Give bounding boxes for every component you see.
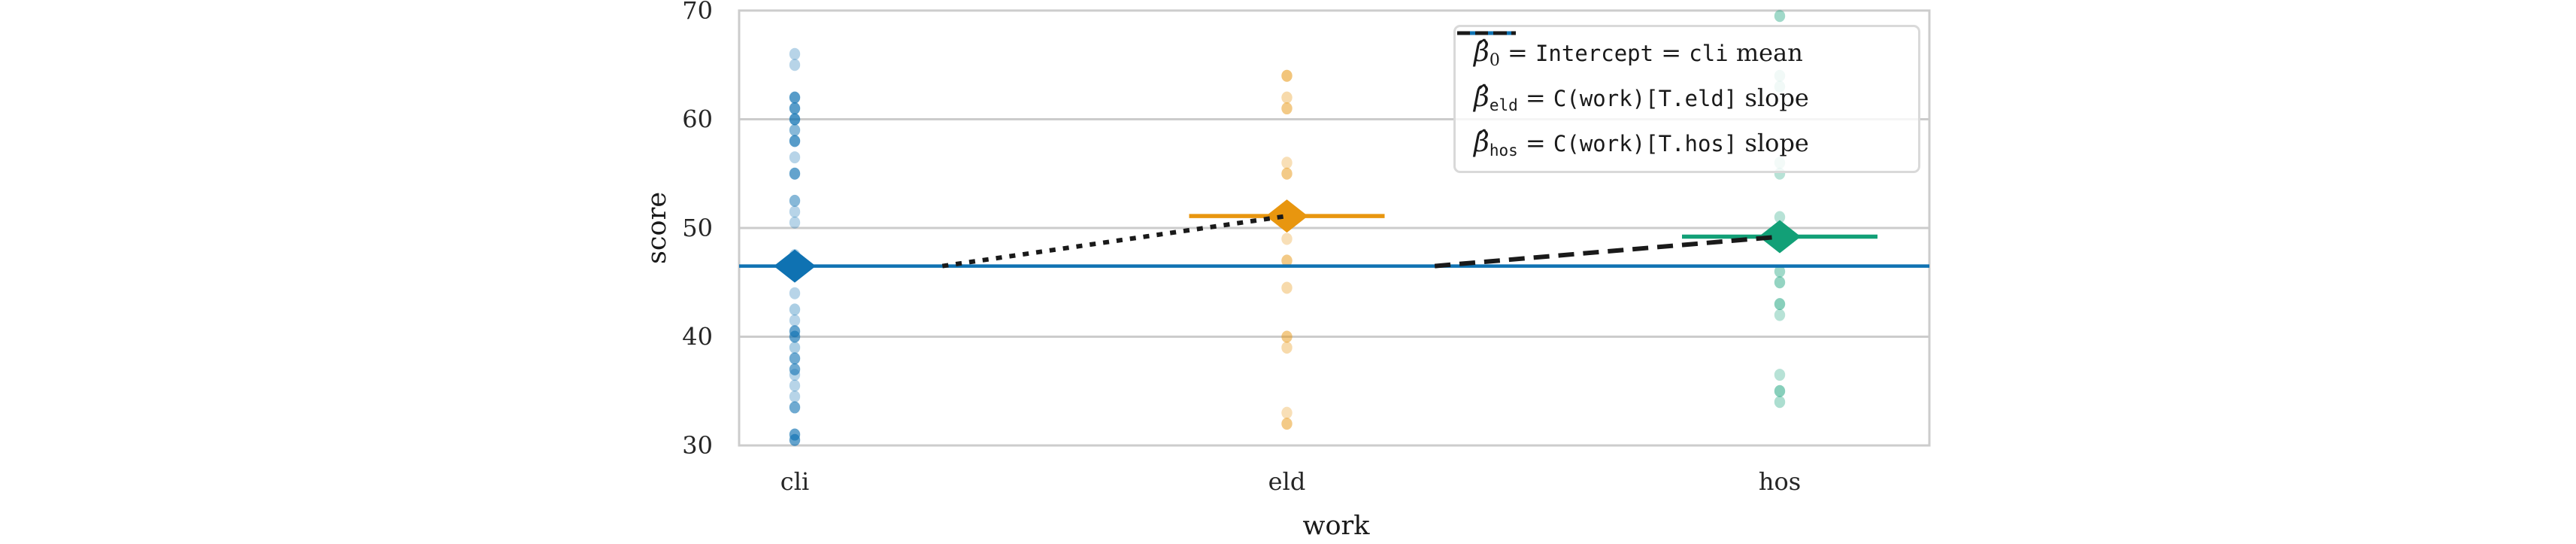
- strip-point-eld: [1281, 69, 1293, 82]
- x-tick-label: hos: [1759, 467, 1801, 496]
- strip-point-cli: [789, 47, 801, 60]
- strip-point-cli: [789, 167, 801, 180]
- strip-point-eld: [1281, 406, 1293, 419]
- strip-point-eld: [1281, 102, 1293, 115]
- strip-point-hos: [1774, 211, 1786, 223]
- strip-point-cli: [789, 401, 801, 414]
- legend-item-2: β̂hos = C(work)[T.hos] slope: [1457, 31, 1902, 159]
- strip-point-hos: [1774, 396, 1786, 409]
- strip-point-hos: [1774, 369, 1786, 381]
- strip-point-hos: [1774, 384, 1786, 397]
- legend-label-segment: =: [1517, 84, 1553, 113]
- legend-label-segment: β̂: [1474, 82, 1490, 114]
- strip-point-eld: [1281, 232, 1293, 245]
- strip-point-cli: [789, 314, 801, 327]
- legend-label-segment: C(work)[T.eld]: [1553, 86, 1738, 112]
- strip-point-cli: [789, 91, 801, 104]
- y-tick-label: 70: [682, 0, 713, 25]
- strip-point-cli: [789, 303, 801, 316]
- legend-label: β̂eld = C(work)[T.eld] slope: [1474, 84, 1809, 114]
- legend-label-segment: eld: [1489, 96, 1518, 115]
- strip-point-cli: [789, 363, 801, 375]
- strip-point-cli: [789, 433, 801, 446]
- legend-label-segment: β̂: [1474, 126, 1490, 158]
- strip-point-cli: [789, 379, 801, 392]
- strip-point-cli: [789, 369, 801, 381]
- strip-point-eld: [1281, 167, 1293, 180]
- strip-point-cli: [789, 113, 801, 126]
- dashed-line-swatch-icon: [1457, 31, 1516, 35]
- strip-point-hos: [1774, 298, 1786, 311]
- legend-item-1: β̂eld = C(work)[T.eld] slope: [1457, 31, 1902, 114]
- legend-label-segment: slope: [1737, 84, 1809, 113]
- y-tick-label: 30: [682, 431, 713, 460]
- y-axis-label: score: [642, 191, 672, 265]
- strip-point-eld: [1281, 254, 1293, 267]
- strip-point-eld: [1281, 281, 1293, 294]
- x-axis-label: work: [1302, 511, 1370, 541]
- y-tick-label: 50: [682, 214, 713, 242]
- strip-point-cli: [789, 330, 801, 343]
- strip-point-eld: [1281, 157, 1293, 169]
- mean-diamond-eld: [1265, 199, 1308, 233]
- legend-label-segment: 0: [1489, 51, 1500, 71]
- strip-point-cli: [789, 205, 801, 218]
- slope-line-eld: [941, 214, 1287, 269]
- legend-label-segment: mean: [1728, 38, 1803, 68]
- legend-label-segment: hos: [1489, 141, 1518, 160]
- legend-item-0: β̂0 = Intercept = cli mean: [1457, 31, 1902, 69]
- strip-point-cli: [789, 59, 801, 71]
- strip-point-hos: [1774, 10, 1786, 23]
- strip-point-hos: [1774, 308, 1786, 321]
- legend-label-segment: Intercept: [1535, 41, 1654, 67]
- legend-label-segment: C(work)[T.hos]: [1553, 130, 1738, 157]
- strip-point-cli: [789, 194, 801, 207]
- plot-frame: [738, 9, 1931, 447]
- strip-point-cli: [789, 216, 801, 229]
- legend-label-segment: =: [1653, 38, 1690, 68]
- y-tick-label: 60: [682, 105, 713, 134]
- strip-point-eld: [1281, 418, 1293, 430]
- strip-point-cli: [789, 287, 801, 299]
- mean-diamond-cli: [774, 249, 816, 283]
- x-tick-label: eld: [1268, 467, 1306, 496]
- x-tick-label: cli: [780, 467, 809, 496]
- legend: β̂0 = Intercept = cli mean β̂eld = C(work…: [1453, 25, 1920, 173]
- mean-diamond-hos: [1759, 220, 1801, 254]
- legend-label-segment: slope: [1737, 128, 1809, 157]
- strip-point-cli: [789, 102, 801, 115]
- legend-label-segment: =: [1499, 38, 1535, 68]
- strip-point-eld: [1281, 341, 1293, 354]
- legend-label: β̂hos = C(work)[T.hos] slope: [1474, 129, 1809, 159]
- strip-point-hos: [1774, 276, 1786, 289]
- legend-label-segment: β̂: [1474, 37, 1490, 68]
- strip-point-cli: [789, 341, 801, 354]
- strip-point-cli: [789, 151, 801, 164]
- legend-label-segment: cli: [1689, 41, 1729, 67]
- slope-line-hos: [1434, 234, 1780, 269]
- strip-point-hos: [1774, 265, 1786, 278]
- strip-point-cli: [789, 352, 801, 365]
- strip-point-cli: [789, 390, 801, 403]
- legend-label: β̂0 = Intercept = cli mean: [1474, 39, 1803, 69]
- strip-point-eld: [1281, 330, 1293, 343]
- strip-point-cli: [789, 135, 801, 147]
- strip-point-eld: [1281, 91, 1293, 104]
- strip-point-cli: [789, 123, 801, 136]
- y-tick-label: 40: [682, 323, 713, 351]
- legend-label-segment: =: [1517, 128, 1553, 157]
